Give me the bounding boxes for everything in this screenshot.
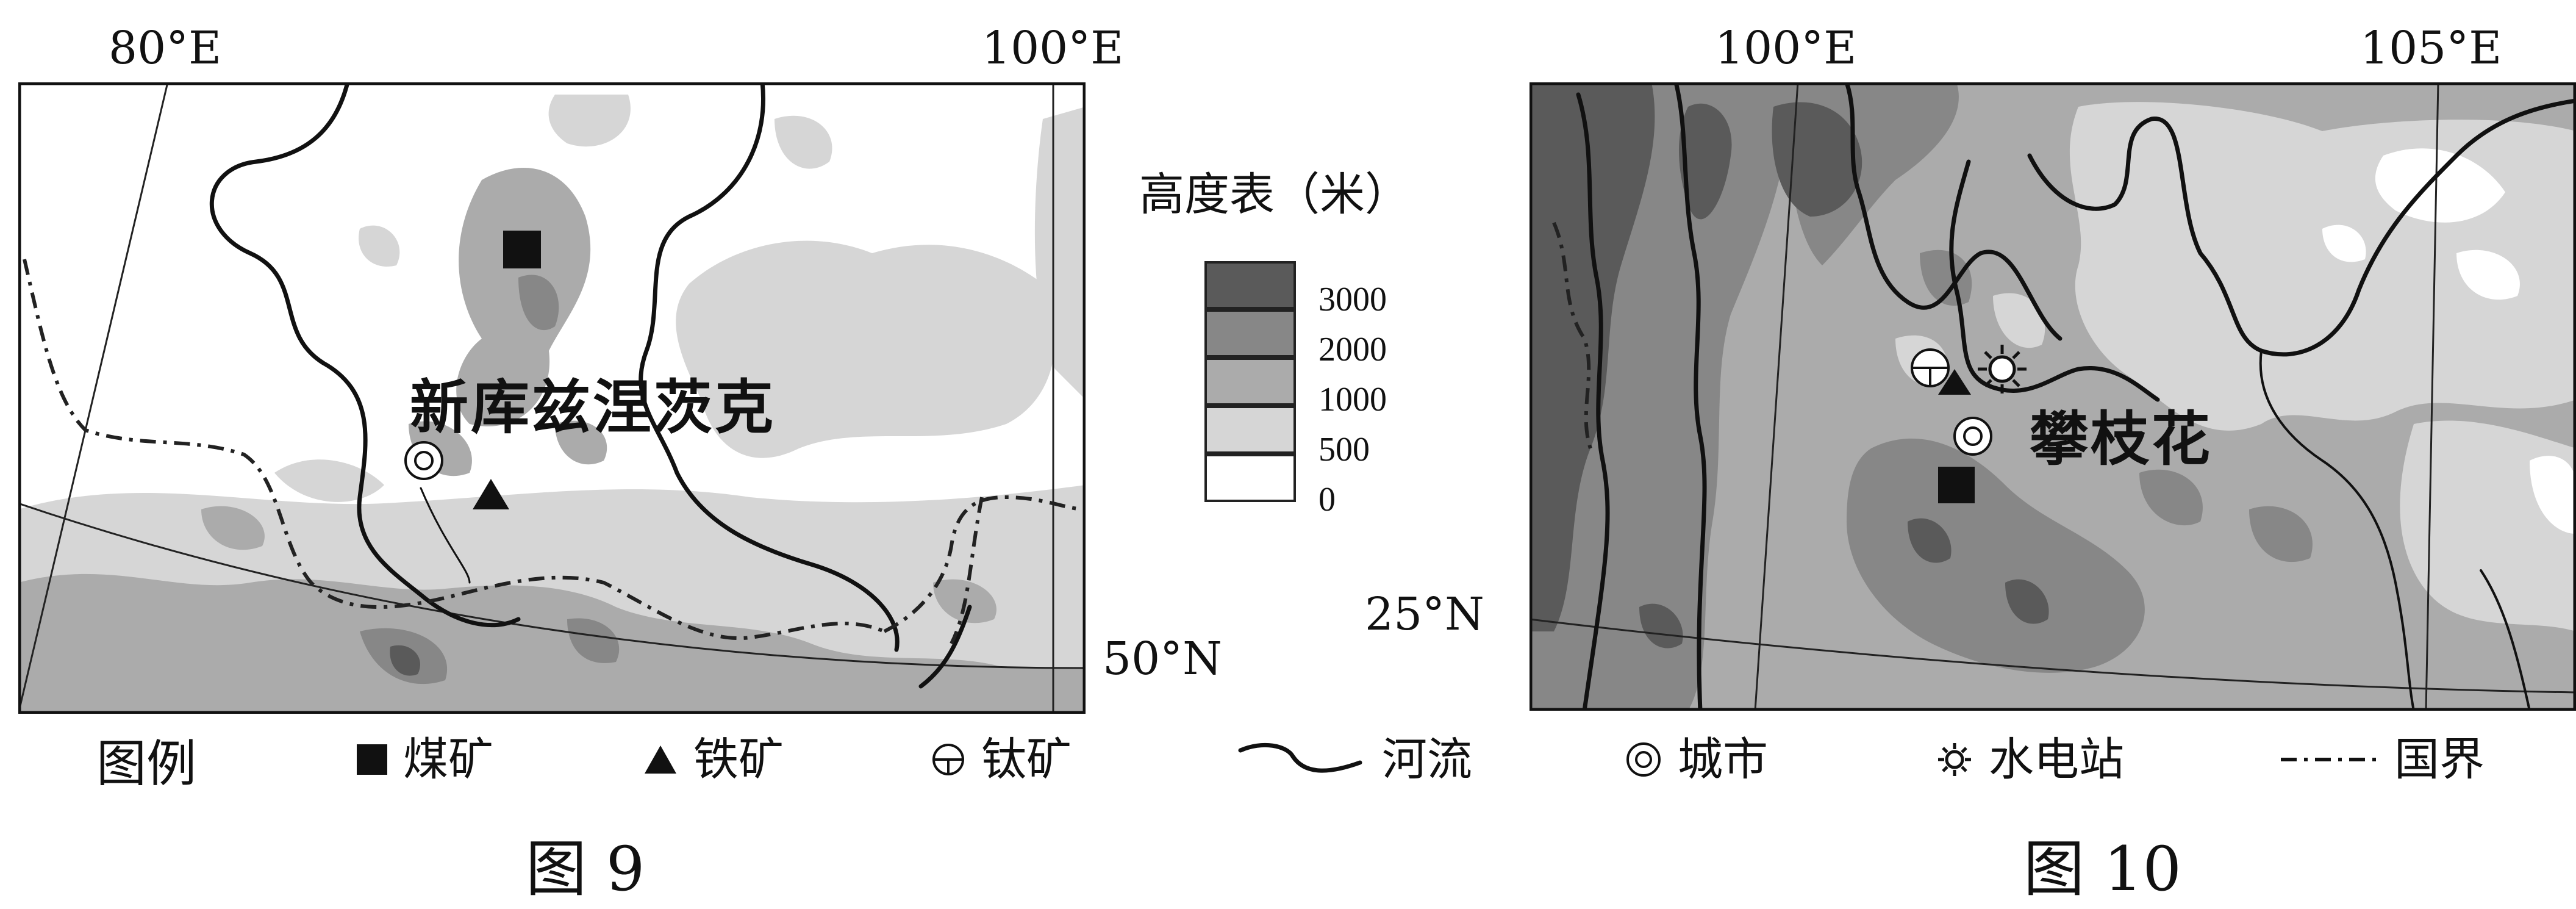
legend-title: 图例	[96, 735, 197, 793]
legend-item-city: 城市	[1625, 729, 1768, 790]
map9-frame	[18, 82, 1086, 714]
elevation-scale-title: 高度表（米）	[1139, 168, 1410, 221]
elevation-label-1000: 1000	[1318, 381, 1387, 419]
coal-mine-icon	[357, 744, 387, 775]
hydropower-station-marker	[1978, 345, 2027, 393]
map10-lon-label-105e: 105°E	[2360, 22, 2502, 74]
figure-caption-10: 图 10	[2023, 833, 2182, 905]
map9-elevation-3000	[390, 645, 420, 676]
legend-item-hydropower: 水电站	[1936, 729, 2124, 790]
legend-item-coal: 煤矿	[357, 729, 493, 790]
elevation-swatch-1000	[1204, 357, 1296, 406]
legend-label-city: 城市	[1678, 733, 1768, 786]
iron-mine-marker	[473, 479, 509, 509]
elevation-label-500: 500	[1318, 431, 1370, 469]
hydropower-icon	[1938, 743, 1971, 776]
legend-item-iron: 铁矿	[643, 729, 784, 790]
map9-river	[210, 82, 972, 689]
coal-mine-marker	[503, 231, 541, 268]
map10-city-name: 攀枝花	[2030, 404, 2213, 473]
legend-label-titanium: 钛矿	[981, 733, 1072, 786]
map10-graticule	[1530, 82, 2576, 711]
map9-lat-label-50n: 50°N	[1103, 633, 1222, 685]
map9-city-name: 新库兹涅茨克	[410, 373, 776, 442]
legend-label-boundary: 国界	[2394, 733, 2485, 786]
iron-mine-marker-panzhihua	[1938, 369, 1971, 395]
legend-item-titanium: 钛矿	[931, 729, 1072, 790]
map10-national-boundary	[1552, 221, 1592, 449]
map9-lon-label-80e: 80°E	[109, 22, 222, 74]
legend-label-river: 河流	[1382, 733, 1472, 786]
titanium-mine-marker	[1911, 348, 1950, 387]
elevation-swatch-500	[1204, 406, 1296, 454]
map10-elevation-0	[2322, 148, 2576, 534]
elevation-label-0: 0	[1318, 481, 1336, 519]
map9-national-boundary	[23, 259, 1086, 645]
iron-mine-icon	[645, 746, 676, 774]
legend-item-boundary: 国界	[2281, 729, 2485, 790]
map10-lat-label-25n: 25°N	[1365, 588, 1484, 641]
city-marker-novokuznetsk	[404, 441, 443, 480]
city-marker-panzhihua	[1953, 417, 1992, 456]
figure-caption-9: 图 9	[526, 833, 645, 905]
titanium-mine-icon	[932, 744, 964, 775]
elevation-swatch-3000	[1204, 261, 1296, 309]
legend-label-coal: 煤矿	[403, 733, 493, 786]
map10-frame	[1530, 82, 2576, 711]
city-icon	[1626, 742, 1661, 777]
elevation-label-2000: 2000	[1318, 331, 1387, 368]
river-icon	[1238, 742, 1362, 773]
map10-elevation-3000	[1530, 82, 2049, 649]
map9-graticule	[18, 82, 1086, 714]
elevation-swatch-0	[1204, 454, 1296, 502]
elevation-swatch-2000	[1204, 309, 1296, 357]
map9-elevation-2000	[360, 275, 620, 684]
map9-lon-label-100e: 100°E	[982, 22, 1124, 74]
coal-mine-marker-panzhihua	[1938, 467, 1975, 503]
national-boundary-icon	[2281, 758, 2378, 761]
legend-label-hydropower: 水电站	[1989, 733, 2124, 786]
elevation-label-3000: 3000	[1318, 281, 1387, 318]
map10-lon-label-100e: 100°E	[1715, 22, 1857, 74]
legend-item-river: 河流	[1238, 729, 1472, 790]
legend-label-iron: 铁矿	[693, 733, 784, 786]
